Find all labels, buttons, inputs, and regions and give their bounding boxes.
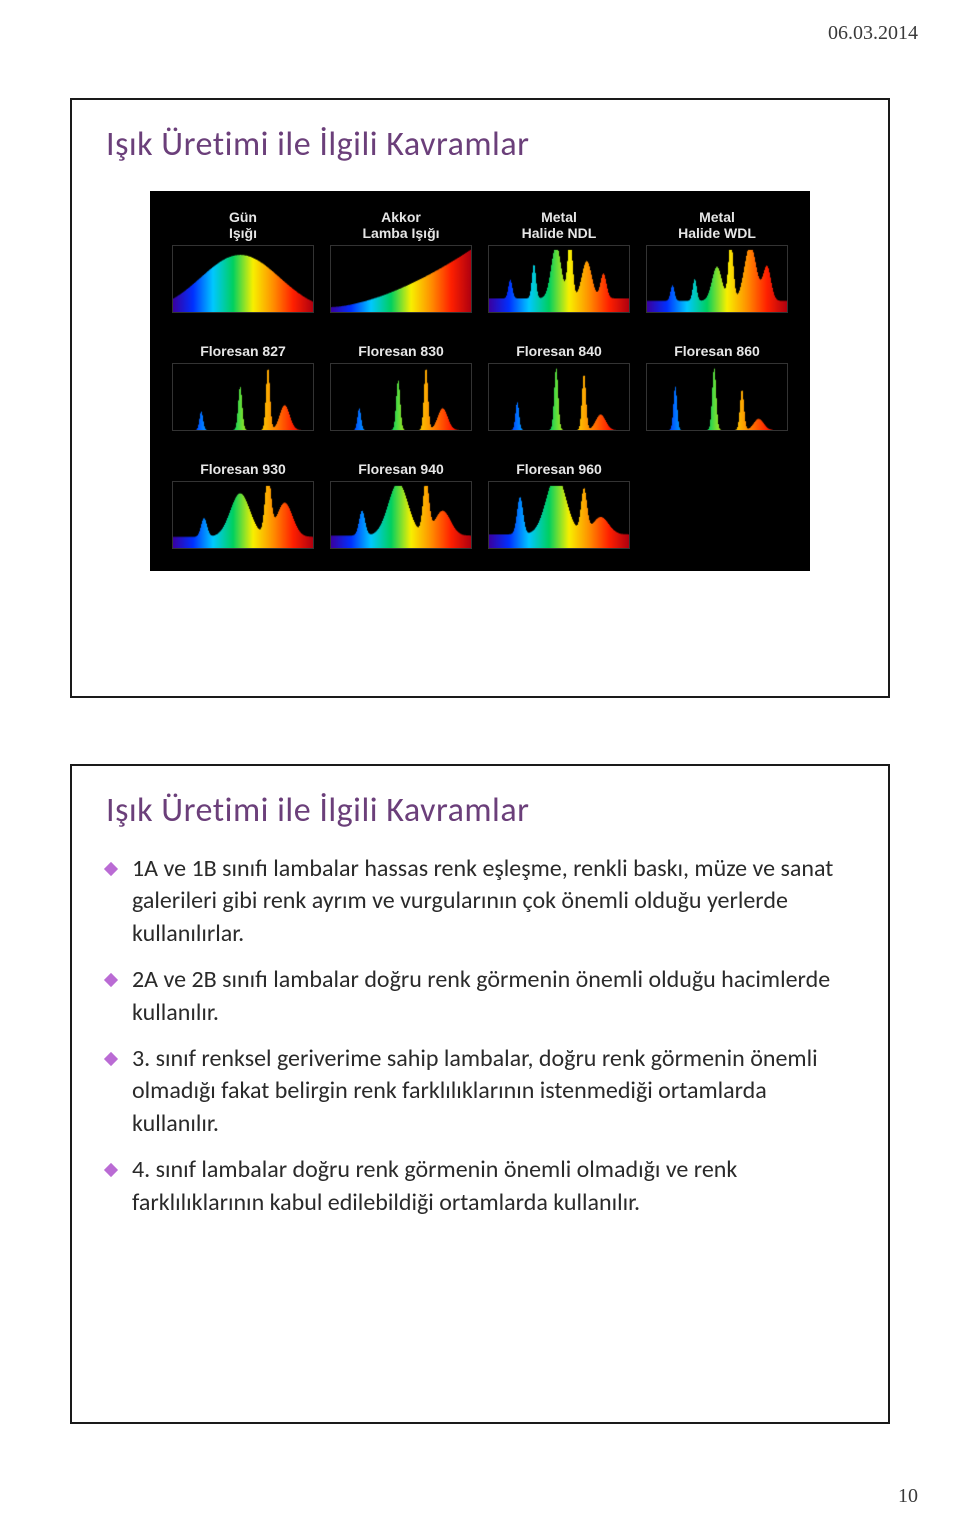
- spectrum-cell: Metal Halide NDL: [488, 209, 630, 313]
- spectrum-cell: Floresan 830: [330, 327, 472, 431]
- spectrum-cell: Floresan 940: [330, 445, 472, 549]
- spectrum-label: Floresan 860: [674, 327, 760, 359]
- spectrum-cell: Floresan 930: [172, 445, 314, 549]
- spectrum-cell: Floresan 860: [646, 327, 788, 431]
- spectrum-label: Floresan 840: [516, 327, 602, 359]
- spectrum-label: Floresan 960: [516, 445, 602, 477]
- spectrum-chart: [172, 481, 314, 549]
- spectrum-chart: [646, 245, 788, 313]
- spectrum-label: Gün Işığı: [229, 209, 257, 241]
- spectrum-cell: Gün Işığı: [172, 209, 314, 313]
- bullet-item: 4. sınıf lambalar doğru renk görmenin ön…: [106, 1154, 854, 1219]
- spectrum-chart: [488, 481, 630, 549]
- spectrum-chart: [330, 245, 472, 313]
- slide-2: Işık Üretimi ile İlgili Kavramlar 1A ve …: [70, 764, 890, 1424]
- page-date: 06.03.2014: [828, 22, 918, 45]
- spectrum-label: Floresan 930: [200, 445, 286, 477]
- bullet-item: 1A ve 1B sınıfı lambalar hassas renk eşl…: [106, 853, 854, 950]
- spectrum-label: Floresan 940: [358, 445, 444, 477]
- spectrum-cell: Akkor Lamba Işığı: [330, 209, 472, 313]
- spectrum-chart: [646, 363, 788, 431]
- spectra-row: Floresan 930 Floresan 940 Floresan 960: [172, 445, 788, 549]
- spectra-row: Floresan 827 Floresan 830 Floresan 840 Flor…: [172, 327, 788, 431]
- spectrum-chart: [488, 363, 630, 431]
- spectrum-cell: Floresan 827: [172, 327, 314, 431]
- spectrum-cell: Floresan 840: [488, 327, 630, 431]
- spectra-row: Gün Işığı Akkor Lamba Işığı Metal Halide N…: [172, 209, 788, 313]
- spectrum-cell: Metal Halide WDL: [646, 209, 788, 313]
- slide-1: Işık Üretimi ile İlgili Kavramlar Gün Iş…: [70, 98, 890, 698]
- spectrum-chart: [172, 363, 314, 431]
- spectrum-chart: [330, 363, 472, 431]
- spectrum-label: Floresan 827: [200, 327, 286, 359]
- spectrum-chart: [172, 245, 314, 313]
- slide1-title: Işık Üretimi ile İlgili Kavramlar: [106, 124, 854, 165]
- spectrum-label: Metal Halide NDL: [522, 209, 597, 241]
- bullet-list: 1A ve 1B sınıfı lambalar hassas renk eşl…: [106, 853, 854, 1219]
- spectra-figure: Gün Işığı Akkor Lamba Işığı Metal Halide N…: [150, 191, 810, 571]
- spectrum-chart: [330, 481, 472, 549]
- slide2-title: Işık Üretimi ile İlgili Kavramlar: [106, 790, 854, 831]
- spectrum-label: Floresan 830: [358, 327, 444, 359]
- page-number: 10: [898, 1485, 918, 1508]
- spectrum-chart: [488, 245, 630, 313]
- bullet-item: 3. sınıf renksel geriverime sahip lambal…: [106, 1043, 854, 1140]
- spectrum-label: Metal Halide WDL: [678, 209, 756, 241]
- spectrum-cell: Floresan 960: [488, 445, 630, 549]
- spectrum-label: Akkor Lamba Işığı: [362, 209, 439, 241]
- bullet-item: 2A ve 2B sınıfı lambalar doğru renk görm…: [106, 964, 854, 1029]
